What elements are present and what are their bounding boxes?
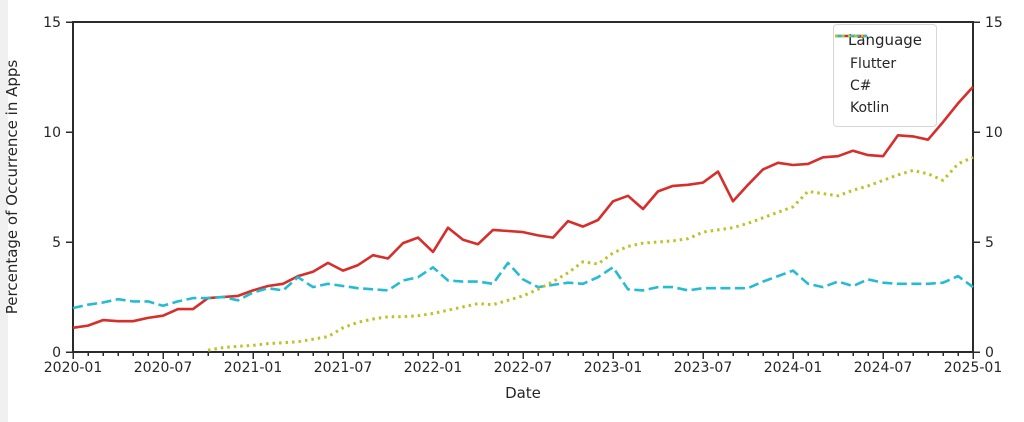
series-line-kotlin [207,155,974,352]
x-tick-label: 2021-07 [314,360,373,376]
x-tick-label: 2024-01 [764,360,823,376]
x-tick-label: 2020-01 [44,360,103,376]
y-tick-label-left: 15 [43,15,61,31]
x-tick-label: 2025-01 [944,360,1003,376]
x-tick-label: 2020-07 [134,360,193,376]
y-tick-label-right: 10 [985,125,1003,141]
legend: Language Flutter C# Kotlin [833,24,937,127]
x-tick-label: 2024-07 [854,360,913,376]
series-line-c-sharp [72,261,974,310]
legend-row-c-sharp: C# [834,34,936,97]
x-tick-label: 2022-01 [404,360,463,376]
y-tick-label-right: 15 [985,15,1003,31]
x-tick-label: 2021-01 [224,360,283,376]
legend-label: C# [850,78,872,94]
legend-entries: Flutter C# Kotlin [834,34,936,119]
x-axis-label: Date [505,384,541,402]
y-tick-label-right: 5 [985,235,994,251]
legend-row-kotlin: Kotlin [834,34,936,119]
left-edge-strip [0,0,8,422]
x-tick-label: 2022-07 [494,360,553,376]
legend-label: Flutter [850,56,897,72]
y-tick-label-left: 5 [52,235,61,251]
y-tick-label-left: 10 [43,125,61,141]
legend-row-flutter: Flutter [834,34,936,75]
y-tick-label-right: 0 [985,345,994,361]
x-tick-label: 2023-07 [674,360,733,376]
y-axis-label: Percentage of Occurrence in Apps [3,60,21,315]
y-tick-label-left: 0 [52,345,61,361]
legend-line-sample-c-sharp [835,34,867,38]
legend-line-sample-kotlin [835,34,867,38]
x-tick-label: 2023-01 [584,360,643,376]
legend-label: Kotlin [850,100,890,116]
